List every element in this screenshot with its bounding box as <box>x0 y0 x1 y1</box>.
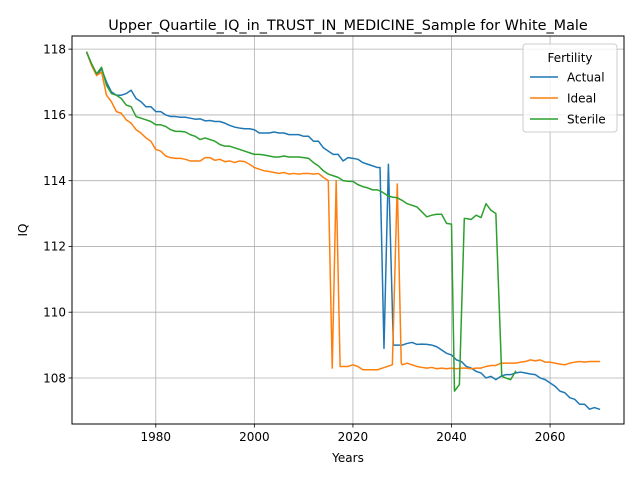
y-tick-label: 108 <box>43 371 66 385</box>
x-axis-ticks: 1980 2000 2020 2040 2060 <box>141 424 566 444</box>
x-tick-label: 2000 <box>239 430 270 444</box>
y-tick-label: 112 <box>43 240 66 254</box>
series-line-ideal <box>85 51 601 371</box>
y-axis-label: IQ <box>16 224 30 237</box>
series-lines <box>85 51 601 411</box>
x-tick-label: 2040 <box>436 430 467 444</box>
y-tick-label: 118 <box>43 42 66 56</box>
x-tick-label: 2020 <box>338 430 369 444</box>
plot-frame <box>71 35 625 425</box>
x-axis-label: Years <box>331 451 364 465</box>
y-tick-label: 110 <box>43 306 66 320</box>
series-line-sterile <box>85 51 517 392</box>
series-line-actual <box>85 51 601 411</box>
y-tick-label: 114 <box>43 174 66 188</box>
legend-label-ideal: Ideal <box>567 91 596 105</box>
x-tick-label: 1980 <box>141 430 172 444</box>
legend: Fertility Actual Ideal Sterile <box>522 43 618 133</box>
legend-title: Fertility <box>547 51 592 65</box>
legend-items: Actual Ideal Sterile <box>530 70 606 126</box>
legend-label-actual: Actual <box>567 70 605 84</box>
chart-title: Upper_Quartile_IQ_in_TRUST_IN_MEDICINE_S… <box>108 18 588 34</box>
y-axis-ticks: 108 110 112 114 116 118 <box>43 42 72 385</box>
x-tick-label: 2060 <box>535 430 566 444</box>
legend-label-sterile: Sterile <box>567 112 606 126</box>
legend-box <box>522 43 618 133</box>
y-tick-label: 116 <box>43 108 66 122</box>
